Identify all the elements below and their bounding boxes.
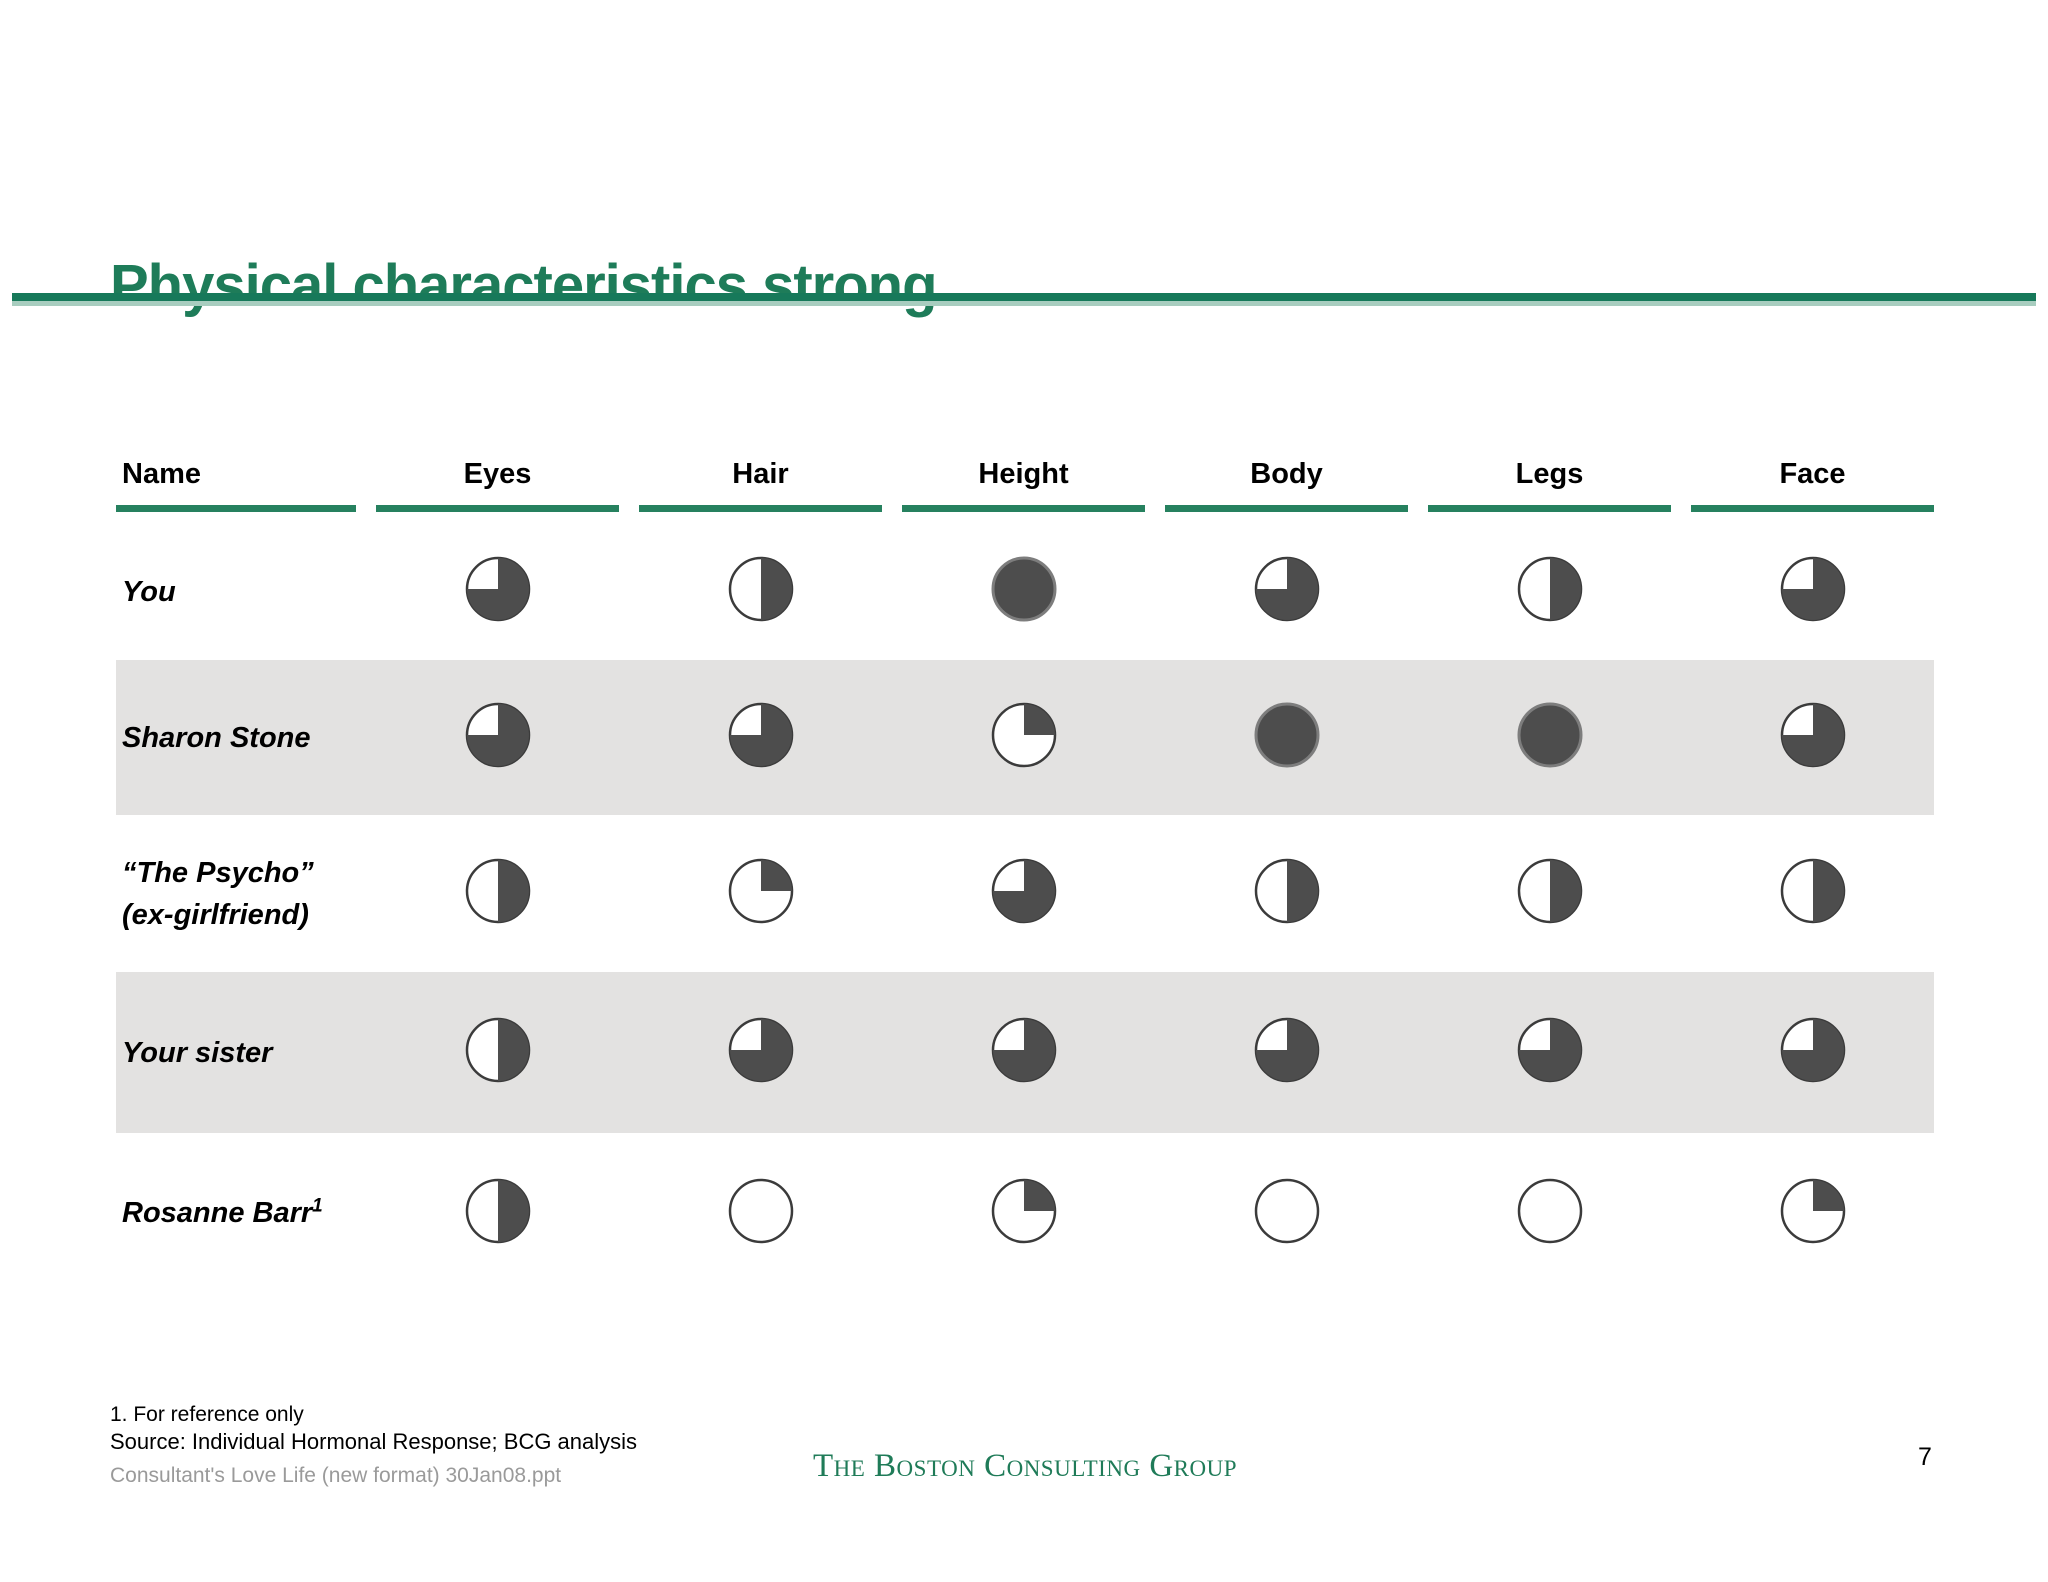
column-header-eyes: Eyes (376, 440, 619, 512)
harvey-ball-cell (376, 702, 619, 773)
footnote: 1. For reference only (110, 1403, 304, 1426)
table-row: Your sister (116, 972, 1934, 1133)
row-name: Sharon Stone (122, 721, 311, 754)
column-header-height: Height (902, 440, 1145, 512)
harvey-ball-cell (1691, 858, 1934, 929)
row-name: Rosanne Barr (122, 1197, 313, 1229)
harvey-ball-cell (1428, 1178, 1671, 1249)
row-label: Your sister (116, 1032, 356, 1074)
harvey-ball (465, 556, 531, 627)
harvey-ball-cell (376, 1178, 619, 1249)
page-number: 7 (1918, 1443, 1932, 1471)
harvey-ball-cell (1428, 702, 1671, 773)
harvey-ball-cell (902, 556, 1145, 627)
column-header-legs: Legs (1428, 440, 1671, 512)
harvey-ball-cell (639, 858, 882, 929)
harvey-ball (1254, 1178, 1320, 1249)
table-row: “The Psycho” (ex-girlfriend) (116, 815, 1934, 972)
bcg-logo: The Boston Consulting Group (812, 1448, 1237, 1484)
harvey-ball (1780, 702, 1846, 773)
harvey-ball (1517, 858, 1583, 929)
harvey-ball (1780, 556, 1846, 627)
harvey-ball-cell (376, 556, 619, 627)
harvey-ball-cell (1165, 1017, 1408, 1088)
harvey-ball (1254, 556, 1320, 627)
harvey-ball-cell (639, 1178, 882, 1249)
characteristics-table: Name Eyes Hair Height Body Legs Face You… (116, 440, 1934, 1293)
harvey-ball-cell (639, 1017, 882, 1088)
harvey-ball-cell (639, 702, 882, 773)
harvey-ball (728, 1178, 794, 1249)
row-label: Sharon Stone (116, 717, 356, 759)
harvey-ball (1517, 1178, 1583, 1249)
column-header-hair: Hair (639, 440, 882, 512)
table-row: Rosanne Barr1 (116, 1133, 1934, 1293)
title-divider-light-line (12, 301, 2036, 306)
harvey-ball-cell (1428, 858, 1671, 929)
harvey-ball-cell (1165, 1178, 1408, 1249)
harvey-ball (991, 702, 1057, 773)
row-label: “The Psycho” (ex-girlfriend) (116, 852, 356, 936)
harvey-ball-cell (376, 858, 619, 929)
row-name: “The Psycho” (122, 856, 314, 889)
row-name-line2: (ex-girlfriend) (122, 898, 309, 931)
harvey-ball (728, 858, 794, 929)
harvey-ball-cell (1691, 556, 1934, 627)
harvey-ball-cell (1165, 858, 1408, 929)
harvey-ball-cell (639, 556, 882, 627)
harvey-ball-cell (1691, 1178, 1934, 1249)
harvey-ball (1517, 556, 1583, 627)
harvey-ball (1780, 1178, 1846, 1249)
column-header-face: Face (1691, 440, 1934, 512)
harvey-ball (1780, 1017, 1846, 1088)
table-row: Sharon Stone (116, 660, 1934, 815)
column-header-name: Name (116, 440, 356, 512)
harvey-ball (1254, 1017, 1320, 1088)
row-name: You (122, 575, 176, 608)
harvey-ball-cell (1691, 702, 1934, 773)
harvey-ball (1254, 858, 1320, 929)
row-name: Your sister (122, 1036, 273, 1069)
row-label: You (116, 571, 356, 613)
harvey-ball (991, 1017, 1057, 1088)
harvey-ball (1517, 1017, 1583, 1088)
deck-filename: Consultant's Love Life (new format) 30Ja… (110, 1464, 562, 1487)
column-header-body: Body (1165, 440, 1408, 512)
harvey-ball (1780, 858, 1846, 929)
row-label: Rosanne Barr1 (116, 1192, 356, 1234)
title-divider (12, 293, 2036, 306)
title-divider-dark-line (12, 293, 2036, 301)
row-name-footnote-marker: 1 (312, 1195, 323, 1217)
footnote-block: 1. For reference only Source: Individual… (110, 1402, 637, 1455)
harvey-ball-cell (1165, 702, 1408, 773)
harvey-ball-cell (1165, 556, 1408, 627)
harvey-ball (728, 556, 794, 627)
source-line: Source: Individual Hormonal Response; BC… (110, 1429, 638, 1454)
harvey-ball (991, 1178, 1057, 1249)
harvey-ball-cell (902, 858, 1145, 929)
harvey-ball-cell (376, 1017, 619, 1088)
harvey-ball (991, 858, 1057, 929)
table-row: You (116, 523, 1934, 660)
harvey-ball-cell (1428, 1017, 1671, 1088)
harvey-ball (465, 702, 531, 773)
harvey-ball (1254, 702, 1320, 773)
harvey-ball-cell (902, 702, 1145, 773)
harvey-ball (465, 1178, 531, 1249)
harvey-ball-cell (1428, 556, 1671, 627)
harvey-ball (728, 702, 794, 773)
harvey-ball (1517, 702, 1583, 773)
harvey-ball (991, 556, 1057, 627)
harvey-ball-cell (1691, 1017, 1934, 1088)
page-title: Physical characteristics strong (110, 252, 938, 318)
harvey-ball (465, 1017, 531, 1088)
harvey-ball (465, 858, 531, 929)
harvey-ball (728, 1017, 794, 1088)
table-header-row: Name Eyes Hair Height Body Legs Face (116, 440, 1934, 512)
harvey-ball-cell (902, 1178, 1145, 1249)
table-body: You Sharon Stone “The Psycho” (ex-girlfrien… (116, 523, 1934, 1293)
harvey-ball-cell (902, 1017, 1145, 1088)
